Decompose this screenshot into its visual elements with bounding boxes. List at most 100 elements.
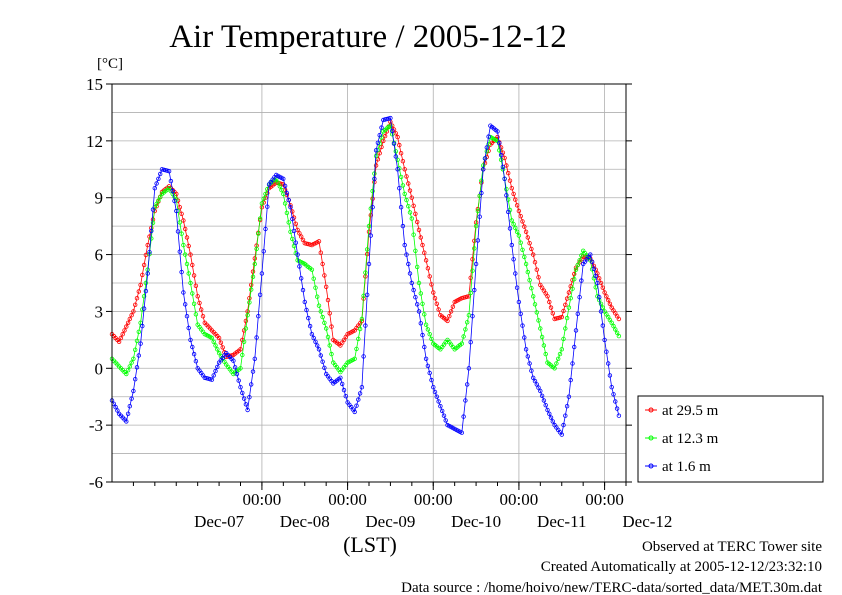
data-point [390, 128, 395, 134]
data-point [591, 266, 597, 271]
data-point [420, 332, 425, 338]
data-point [373, 163, 379, 168]
grid-lines [112, 83, 626, 483]
data-point [513, 271, 518, 276]
data-point [154, 181, 159, 186]
data-point [600, 323, 605, 328]
series-line [111, 124, 620, 375]
legend: at 29.5 m at 12.3 m at 1.6 m [637, 395, 824, 483]
data-point [395, 134, 400, 140]
data-point [561, 336, 566, 342]
data-point [136, 289, 141, 294]
data-point [307, 323, 313, 329]
data-point [193, 359, 199, 364]
data-point [116, 339, 122, 344]
data-point [541, 343, 547, 348]
data-point [511, 257, 516, 262]
data-point [518, 213, 523, 219]
y-tick-label: -3 [89, 416, 103, 435]
data-point [288, 204, 293, 210]
data-point [593, 273, 598, 279]
data-point [363, 270, 368, 275]
data-point [459, 341, 464, 346]
data-point [316, 347, 322, 352]
data-point [527, 361, 532, 366]
data-point [532, 378, 538, 384]
data-point [570, 286, 575, 291]
data-point [240, 390, 245, 396]
y-axis-unit-label: [°C] [97, 56, 123, 72]
data-point [411, 232, 416, 237]
data-point [436, 399, 441, 404]
data-point [607, 373, 613, 378]
data-point [520, 219, 525, 224]
data-point [138, 282, 143, 288]
data-point [559, 314, 564, 320]
data-point [568, 296, 573, 301]
data-point [279, 187, 284, 193]
data-point [193, 312, 199, 317]
data-point [564, 404, 570, 409]
data-point [154, 201, 159, 207]
data-point [539, 393, 545, 398]
data-point [486, 141, 491, 147]
data-point [322, 273, 327, 278]
data-point [147, 249, 152, 255]
series-3 [109, 115, 622, 437]
data-point [145, 242, 150, 248]
data-point [593, 285, 598, 290]
data-point [309, 267, 315, 272]
data-point [595, 280, 600, 286]
data-point [245, 313, 250, 318]
data-point [532, 260, 538, 265]
data-point [427, 370, 432, 376]
data-point [393, 154, 398, 159]
data-point [368, 212, 373, 218]
data-point [564, 315, 570, 321]
data-point [375, 140, 381, 145]
data-point [293, 240, 298, 245]
data-point [475, 238, 481, 243]
data-point [179, 211, 184, 216]
data-point [518, 240, 523, 245]
data-point [472, 246, 477, 251]
data-point [573, 328, 579, 333]
data-point [431, 290, 436, 295]
data-point [616, 333, 622, 339]
data-point [125, 368, 131, 373]
data-point [506, 170, 511, 176]
data-point [406, 261, 411, 267]
data-point [213, 368, 218, 374]
data-point [411, 287, 416, 293]
data-point [366, 223, 372, 229]
data-point [143, 288, 149, 294]
data-point [527, 278, 532, 283]
data-point [400, 158, 406, 164]
data-point [122, 328, 127, 333]
data-point [124, 419, 129, 424]
data-point [127, 404, 132, 409]
data-point [243, 326, 249, 331]
data-point [243, 402, 249, 407]
data-point [302, 299, 307, 305]
data-point [125, 411, 131, 416]
data-point [495, 129, 500, 134]
data-point [134, 338, 140, 343]
data-point [315, 294, 320, 299]
data-point [188, 337, 193, 343]
legend-label: at 29.5 m [662, 403, 719, 419]
data-point [188, 252, 193, 257]
data-point [425, 363, 431, 369]
data-point [422, 250, 427, 255]
data-point [370, 204, 375, 210]
data-point [529, 368, 534, 373]
data-point [429, 336, 434, 342]
y-tick-label: 3 [95, 302, 104, 321]
data-point [466, 366, 472, 371]
data-point [402, 242, 407, 248]
data-point [447, 314, 452, 319]
data-point [425, 327, 431, 332]
x-tick-time-label: 00:00 [243, 490, 282, 509]
data-point [138, 341, 143, 346]
data-point [220, 345, 225, 350]
